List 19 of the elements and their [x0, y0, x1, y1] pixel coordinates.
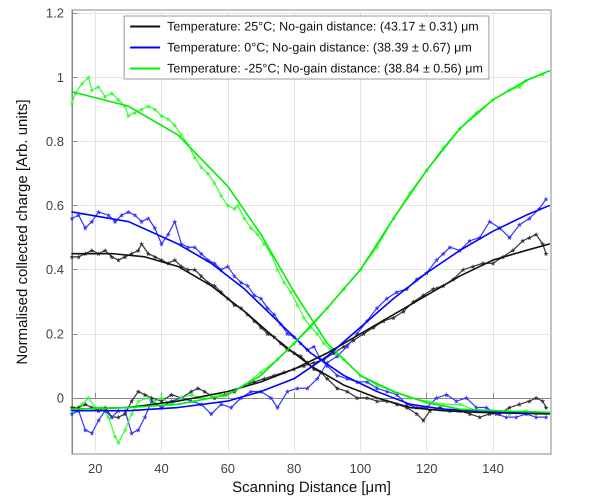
y-tick-label: 0.2 [46, 326, 64, 342]
y-tick-label: 0 [56, 390, 64, 406]
x-axis-title: Scanning Distance [μm] [232, 479, 391, 496]
y-tick-label: 0.6 [46, 198, 64, 214]
legend-label: Temperature: -25°C; No-gain distance: (38.84 ± 0.56) μm [167, 62, 483, 76]
y-tick-label: 1 [56, 70, 64, 85]
y-tick-label: 0.8 [46, 134, 64, 149]
x-tick-label: 80 [286, 461, 302, 476]
x-tick-label: 100 [350, 461, 372, 476]
x-tick-label: 120 [416, 461, 438, 476]
x-tick-label: 20 [88, 461, 102, 476]
x-tick-label: 60 [220, 461, 236, 476]
y-tick-label: 0.4 [46, 262, 64, 278]
y-axis-title: Normalised collected charge [Arb. units] [14, 99, 31, 365]
legend-label: Temperature: 25°C; No-gain distance: (43.17 ± 0.31) μm [167, 20, 479, 34]
y-tick-label: 1.2 [46, 6, 64, 21]
legend-label: Temperature: 0°C; No-gain distance: (38.39 ± 0.67) μm [167, 40, 472, 54]
x-tick-label: 140 [482, 461, 504, 476]
x-tick-label: 40 [154, 461, 169, 476]
